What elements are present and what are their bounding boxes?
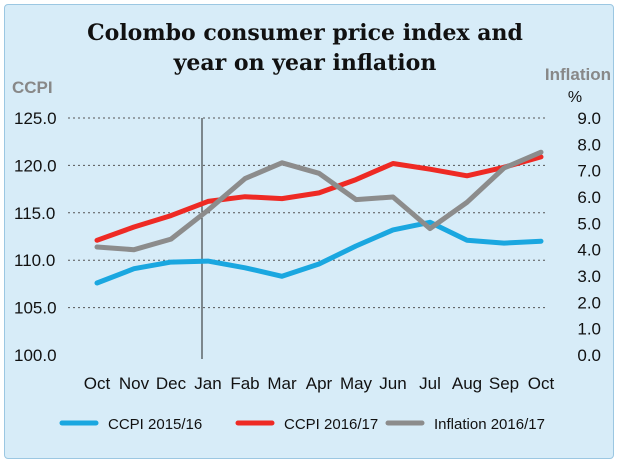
x-tick-label: Apr (306, 374, 333, 393)
right-tick-label: 9.0 (577, 109, 601, 128)
x-tick-label: Aug (452, 374, 482, 393)
right-tick-label: 4.0 (577, 241, 601, 260)
right-axis-unit: % (568, 89, 582, 106)
legend-label: CCPI 2015/16 (108, 416, 202, 433)
x-tick-label: May (340, 374, 373, 393)
right-tick-label: 1.0 (577, 320, 601, 339)
chart-frame (4, 4, 614, 459)
x-tick-label: Jan (194, 374, 221, 393)
chart-title-line-1: Colombo consumer price index and (87, 20, 523, 46)
x-tick-label: Mar (267, 374, 297, 393)
legend-label: Inflation 2016/17 (434, 416, 545, 433)
chart-title-line-2: year on year inflation (173, 50, 437, 76)
x-tick-label: Oct (528, 374, 555, 393)
left-axis-label: CCPI (12, 78, 53, 97)
right-axis-label: Inflation (545, 65, 611, 84)
left-tick-label: 125.0 (14, 109, 57, 128)
right-tick-label: 5.0 (577, 214, 601, 233)
x-tick-label: Jun (379, 374, 406, 393)
right-tick-label: 7.0 (577, 162, 601, 181)
left-tick-label: 120.0 (14, 156, 57, 175)
right-tick-label: 0.0 (577, 346, 601, 365)
left-tick-label: 110.0 (14, 251, 55, 270)
left-tick-label: 115.0 (14, 204, 55, 223)
x-tick-label: Sep (489, 374, 519, 393)
right-tick-label: 3.0 (577, 267, 601, 286)
series-line-1 (94, 219, 544, 286)
series-line-3 (94, 149, 544, 253)
x-tick-label: Jul (419, 374, 441, 393)
left-tick-label: 105.0 (14, 299, 57, 318)
series-line-2 (94, 154, 544, 243)
right-tick-label: 8.0 (577, 135, 601, 154)
left-tick-label: 100.0 (14, 346, 57, 365)
legend-label: CCPI 2016/17 (284, 416, 378, 433)
legend: CCPI 2015/16 CCPI 2016/17 Inflation 2016/1… (59, 416, 545, 433)
x-tick-label: Nov (119, 374, 150, 393)
x-tick-label: Dec (156, 374, 187, 393)
x-tick-label: Fab (230, 374, 259, 393)
right-tick-label: 2.0 (577, 293, 601, 312)
right-tick-label: 6.0 (577, 188, 601, 207)
x-tick-label: Oct (84, 374, 111, 393)
